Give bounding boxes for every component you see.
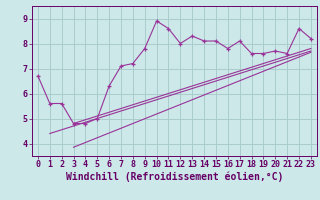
X-axis label: Windchill (Refroidissement éolien,°C): Windchill (Refroidissement éolien,°C) xyxy=(66,172,283,182)
